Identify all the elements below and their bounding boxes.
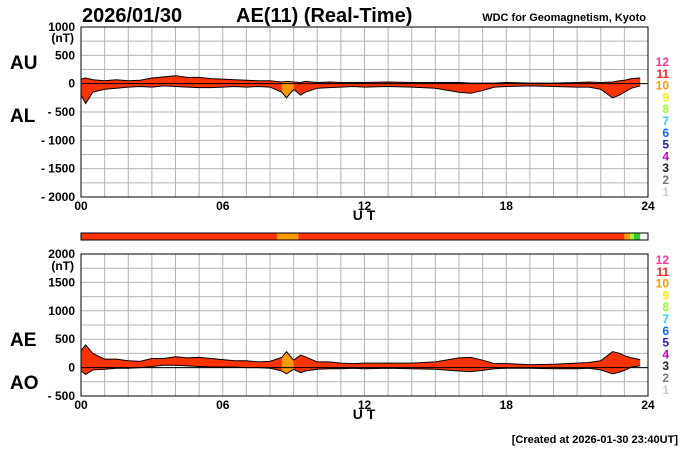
au-al-y-tick-label: - 500 xyxy=(48,105,76,119)
au-al-x-tick-label: 12 xyxy=(358,199,372,213)
station-bar-segment xyxy=(630,233,634,240)
station-bar-segment xyxy=(624,233,631,240)
au-al-x-tick-label: 18 xyxy=(500,199,514,213)
au-al-y-unit: (nT) xyxy=(51,31,74,45)
au-al-frame xyxy=(80,26,649,198)
ae-ao-x-ticks: 00 06 12 18 24 xyxy=(74,398,655,412)
plot-title: AE(11) (Real-Time) xyxy=(236,5,412,27)
ae-ao-x-tick-label: 06 xyxy=(216,398,230,412)
ae-ao-area xyxy=(80,344,648,376)
ae-ao-lower-line xyxy=(80,364,641,376)
au-al-legend-entry: 4 xyxy=(662,149,669,163)
ae-ao-grid xyxy=(81,254,648,396)
ae-ao-y-tick-label: 1500 xyxy=(48,275,75,289)
au-al-legend-entry: 1 xyxy=(662,185,669,199)
ae-ao-x-tick-label: 00 xyxy=(74,398,88,412)
ae-ao-x-tick-label: 12 xyxy=(358,398,372,412)
au-al-band-segment xyxy=(281,81,294,98)
created-timestamp: [Created at 2026-01-30 23:40UT] xyxy=(512,434,679,446)
ae-ao-y-tick-label: 0 xyxy=(68,361,75,375)
au-al-legend-entry: 6 xyxy=(662,126,669,140)
au-al-area xyxy=(80,75,648,105)
ae-ao-legend-entry: 3 xyxy=(662,359,669,373)
au-al-legend-entry: 2 xyxy=(662,173,669,187)
au-al-grid xyxy=(81,27,648,197)
au-al-legend-entry: 3 xyxy=(662,161,669,175)
ae-ao-legend-entry: 9 xyxy=(662,288,669,302)
station-bar-segment xyxy=(277,233,299,240)
ae-ao-y-ticks: 2000 1500 1000 500 0 - 500 xyxy=(48,247,76,403)
au-al-y-ticks: 1000 500 0 - 500 - 1000 - 1500 - 2000 xyxy=(41,20,75,204)
ae-ao-x-tick-label: 18 xyxy=(500,398,514,412)
ae-ao-x-axis-label: U T xyxy=(353,406,376,422)
au-al-y-tick-label: - 1500 xyxy=(41,162,75,176)
data-source: WDC for Geomagnetism, Kyoto xyxy=(482,12,646,24)
au-al-x-tick-label: 24 xyxy=(641,199,655,213)
al-label: AL xyxy=(10,106,36,127)
au-al-y-tick-label: - 1000 xyxy=(41,133,75,147)
au-al-lower-line xyxy=(80,85,641,105)
ae-ao-upper-line xyxy=(80,344,641,366)
au-al-legend-entry: 12 xyxy=(656,55,670,69)
ae-label: AE xyxy=(10,330,36,351)
ae-ao-band xyxy=(81,344,641,375)
au-al-x-tick-label: 00 xyxy=(74,199,88,213)
ae-ao-legend-entry: 7 xyxy=(662,312,669,326)
ae-ao-y-unit: (nT) xyxy=(51,259,74,273)
station-bar-segment xyxy=(81,233,278,240)
ae-ao-legend-entry: 6 xyxy=(662,324,669,338)
ao-label: AO xyxy=(10,373,39,394)
au-al-y-tick-label: 1000 xyxy=(48,20,75,34)
au-al-y-tick-label: 0 xyxy=(68,77,75,91)
ae-ao-legend-entry: 4 xyxy=(662,347,669,361)
ae-ao-legend-entry: 11 xyxy=(656,265,669,279)
station-count-bar xyxy=(81,233,641,240)
ae-ao-legend-entry: 8 xyxy=(662,300,669,314)
au-al-legend-entry: 8 xyxy=(662,102,669,116)
ae-ao-legend-entry: 2 xyxy=(662,371,669,385)
station-bar-segment xyxy=(633,233,641,240)
au-al-x-ticks: 00 06 12 18 24 xyxy=(74,199,655,213)
au-al-y-tick-label: 500 xyxy=(55,48,75,62)
au-al-legend-entry: 5 xyxy=(662,138,669,152)
ae-ao-y-tick-label: 2000 xyxy=(48,247,75,261)
au-al-upper-line xyxy=(80,75,641,84)
au-al-band xyxy=(81,75,641,104)
ae-ao-y-tick-label: 500 xyxy=(55,332,75,346)
au-al-legend-entry: 11 xyxy=(656,67,669,81)
ae-ao-x-tick-label: 24 xyxy=(641,398,655,412)
au-al-y-tick-label: - 2000 xyxy=(41,190,75,204)
station-count-bar-frame xyxy=(80,232,649,241)
au-al-x-axis-label: U T xyxy=(353,207,376,223)
au-label: AU xyxy=(10,53,37,74)
au-al-legend-entry: 7 xyxy=(662,114,669,128)
au-al-legend-entry: 9 xyxy=(662,90,669,104)
ae-ao-legend-entry: 12 xyxy=(656,253,670,267)
ae-ao-y-tick-label: - 500 xyxy=(48,389,76,403)
ae-ao-frame xyxy=(80,253,649,397)
station-bar-segment xyxy=(298,233,625,240)
ae-ao-legend-entry: 1 xyxy=(662,383,669,397)
ae-ao-legend-entry: 10 xyxy=(656,277,670,291)
ae-ao-y-tick-label: 1000 xyxy=(48,304,75,318)
plot-date: 2026/01/30 xyxy=(82,5,182,27)
ae-ao-legend-entry: 5 xyxy=(662,336,669,350)
au-al-x-tick-label: 06 xyxy=(216,199,230,213)
au-al-legend-entry: 10 xyxy=(656,79,670,93)
